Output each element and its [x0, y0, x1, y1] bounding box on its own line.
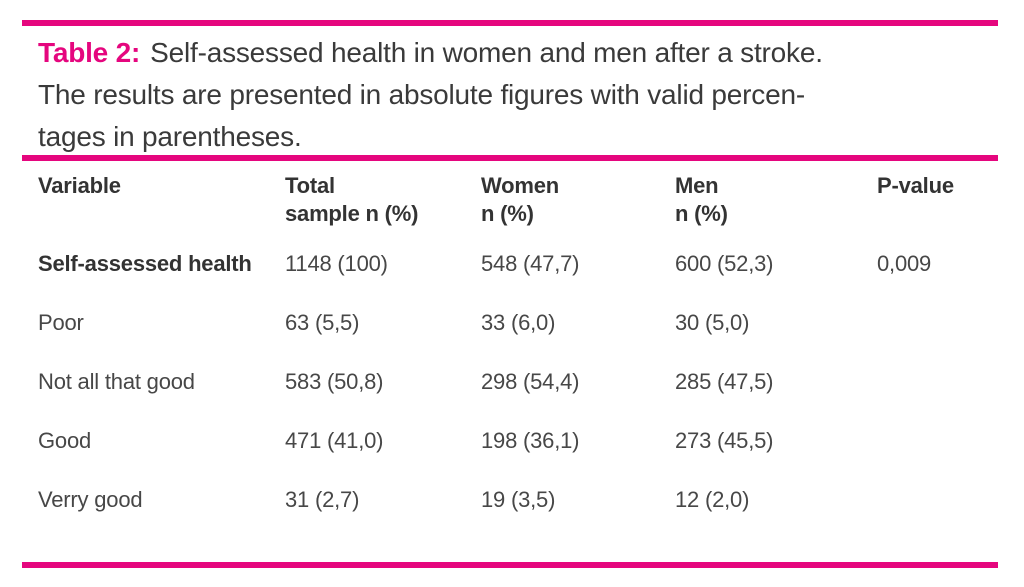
cell-p-value	[877, 368, 998, 427]
column-header-men: Men n (%)	[675, 172, 877, 250]
header-line-2: n (%)	[675, 201, 728, 226]
column-header-p-value: P-value	[877, 172, 998, 250]
caption-text-1: Self-assessed health in women and men af…	[150, 37, 823, 68]
cell-women: 33 (6,0)	[481, 310, 556, 335]
caption-divider-rule	[22, 155, 998, 161]
cell-variable: Poor	[38, 310, 84, 335]
cell-total-sample: 63 (5,5)	[285, 310, 360, 335]
caption-line-2: The results are presented in absolute fi…	[38, 79, 805, 110]
cell-women: 298 (54,4)	[481, 369, 580, 394]
header-line-1: Total	[285, 173, 335, 198]
cell-variable: Good	[38, 428, 92, 453]
results-table: Variable Total sample n (%) Women n (%) …	[38, 172, 998, 545]
bottom-rule	[22, 562, 998, 568]
column-header-total-sample: Total sample n (%)	[285, 172, 481, 250]
header-line-1: P-value	[877, 173, 954, 198]
cell-men: 12 (2,0)	[675, 487, 750, 512]
cell-men: 30 (5,0)	[675, 310, 750, 335]
table-caption: Table 2: Self-assessed health in women an…	[38, 32, 1003, 158]
cell-men: 285 (47,5)	[675, 369, 774, 394]
caption-line-3: tages in parentheses.	[38, 121, 302, 152]
cell-women: 548 (47,7)	[481, 251, 580, 276]
cell-variable: Verry good	[38, 487, 143, 512]
header-line-1: Women	[481, 173, 560, 198]
header-line-2: n (%)	[481, 201, 534, 226]
cell-variable: Not all that good	[38, 369, 195, 394]
cell-women: 19 (3,5)	[481, 487, 556, 512]
cell-p-value: 0,009	[877, 251, 932, 276]
cell-total-sample: 583 (50,8)	[285, 369, 384, 394]
cell-variable: Self-assessed health	[38, 251, 252, 276]
cell-men: 600 (52,3)	[675, 251, 774, 276]
cell-total-sample: 471 (41,0)	[285, 428, 384, 453]
column-header-variable: Variable	[38, 172, 268, 250]
caption-line-1: Table 2: Self-assessed health in women an…	[38, 32, 1003, 74]
column-header-women: Women n (%)	[481, 172, 675, 250]
cell-men: 273 (45,5)	[675, 428, 774, 453]
cell-total-sample: 1148 (100)	[285, 251, 388, 276]
header-line-1: Variable	[38, 173, 121, 198]
header-line-1: Men	[675, 173, 719, 198]
header-line-2: sample n (%)	[285, 201, 419, 226]
cell-p-value	[877, 427, 998, 486]
cell-women: 198 (36,1)	[481, 428, 580, 453]
cell-p-value	[877, 309, 998, 368]
cell-p-value	[877, 486, 998, 545]
table-number-label: Table 2:	[38, 37, 141, 68]
top-rule	[22, 20, 998, 26]
cell-total-sample: 31 (2,7)	[285, 487, 360, 512]
